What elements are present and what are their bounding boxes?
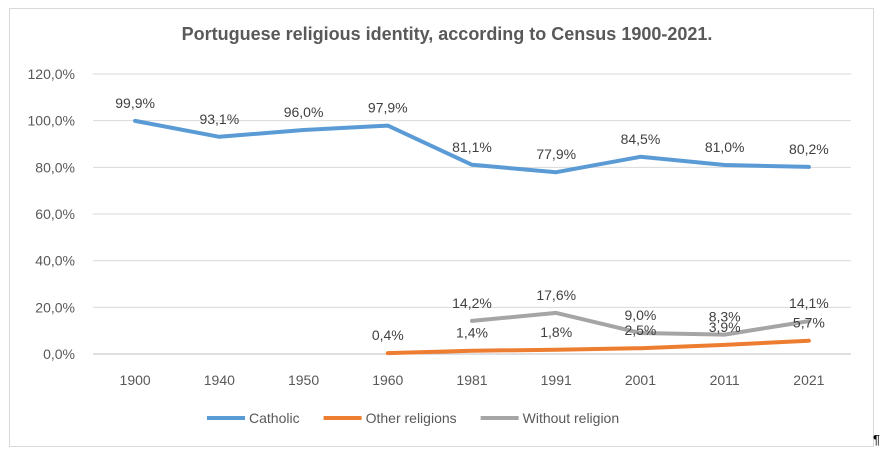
data-label: 97,9% — [368, 100, 408, 116]
data-point — [303, 129, 305, 131]
data-point — [639, 156, 641, 158]
data-point — [555, 349, 557, 351]
data-label: 99,9% — [115, 95, 155, 111]
legend-label: Catholic — [249, 410, 300, 426]
data-point — [134, 120, 136, 122]
x-tick-label: 1981 — [456, 372, 487, 388]
data-point — [724, 164, 726, 166]
data-label: 9,0% — [624, 307, 656, 323]
y-tick-label: 80,0% — [35, 159, 75, 175]
data-point — [387, 352, 389, 354]
data-label: 84,5% — [621, 131, 661, 147]
data-label: 3,9% — [709, 319, 741, 335]
x-tick-label: 2011 — [710, 372, 740, 388]
data-label: 5,7% — [793, 315, 825, 331]
x-tick-label: 1991 — [541, 372, 572, 388]
legend-label: Other religions — [366, 410, 457, 426]
data-point — [555, 312, 557, 314]
y-tick-label: 0,0% — [43, 346, 75, 362]
x-tick-label: 2021 — [793, 372, 824, 388]
data-label: 80,2% — [789, 141, 829, 157]
data-label: 81,0% — [705, 139, 745, 155]
data-point — [724, 344, 726, 346]
data-point — [471, 320, 473, 322]
gridlines — [93, 73, 851, 355]
data-labels: 99,9% 93,1% 96,0% 97,9% 81,1% 77,9% 84,5% 81,0%… — [115, 95, 828, 343]
data-point — [471, 164, 473, 166]
x-tick-label: 1960 — [372, 372, 403, 388]
data-label: 1,8% — [540, 324, 572, 340]
y-axis-ticks: 0,0% 20,0% 40,0% 60,0% 80,0% 100,0% 120,0% — [28, 66, 75, 362]
data-point — [639, 347, 641, 349]
data-point — [555, 171, 557, 173]
data-point — [808, 166, 810, 168]
legend-label: Without religion — [523, 410, 620, 426]
series-line — [385, 338, 811, 356]
data-label: 93,1% — [199, 111, 239, 127]
data-label: 77,9% — [536, 146, 576, 162]
data-point — [639, 332, 641, 334]
data-label: 0,4% — [372, 327, 404, 343]
data-point — [724, 334, 726, 336]
chart-frame — [9, 8, 874, 447]
x-tick-label: 1900 — [120, 372, 151, 388]
data-label: 8,3% — [709, 309, 741, 325]
x-tick-label: 1940 — [204, 372, 235, 388]
x-tick-label: 2001 — [625, 372, 656, 388]
data-point — [218, 136, 220, 138]
data-point — [808, 340, 810, 342]
legend: Catholic Other religions Without religion — [207, 410, 619, 426]
data-point — [471, 350, 473, 352]
legend-item: Other religions — [323, 410, 457, 426]
legend-item: Without religion — [480, 410, 620, 426]
legend-item: Catholic — [207, 410, 300, 426]
data-label: 1,4% — [456, 325, 488, 341]
data-label: 81,1% — [452, 139, 492, 155]
data-label: 96,0% — [284, 104, 324, 120]
x-axis-ticks: 1900 1940 1950 1960 1981 1991 2001 2011 2021 — [120, 372, 825, 388]
data-label: 17,6% — [536, 287, 576, 303]
data-point — [808, 320, 810, 322]
x-tick-label: 1950 — [288, 372, 319, 388]
data-label: 2,5% — [624, 322, 656, 338]
y-tick-label: 100,0% — [28, 113, 75, 129]
y-tick-label: 120,0% — [28, 66, 75, 82]
y-tick-label: 20,0% — [35, 299, 75, 315]
data-label: 14,1% — [789, 295, 829, 311]
y-tick-label: 60,0% — [35, 206, 75, 222]
data-point — [387, 125, 389, 127]
pilcrow-mark: ¶ — [873, 432, 880, 447]
chart-title: Portuguese religious identity, according… — [182, 24, 713, 44]
y-tick-label: 40,0% — [35, 253, 75, 269]
series-lines — [133, 118, 811, 356]
data-label: 14,2% — [452, 295, 492, 311]
